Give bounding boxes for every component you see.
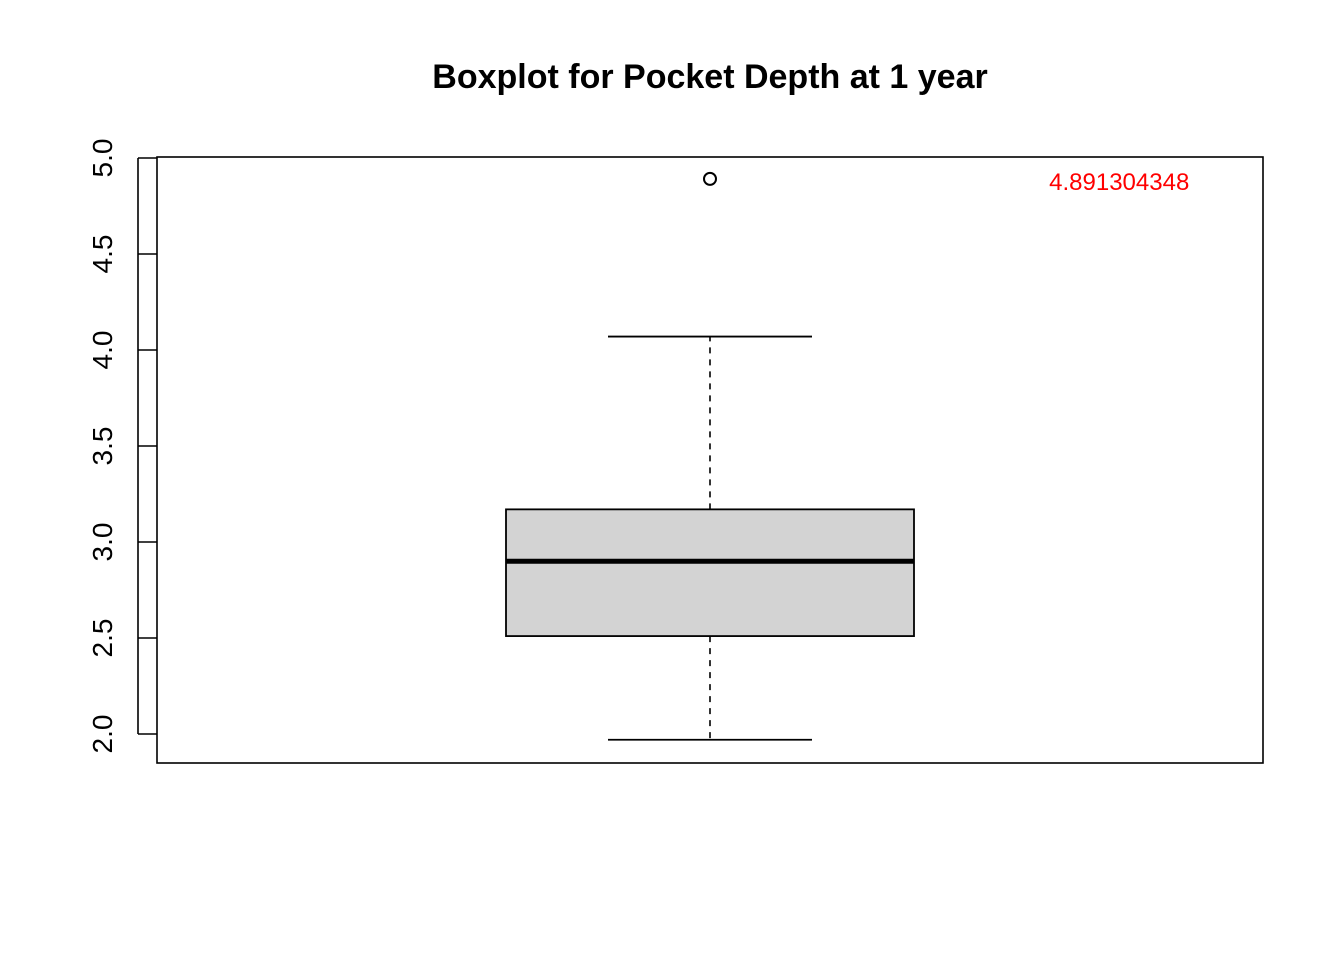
y-tick-label: 2.5 [87,619,118,658]
y-tick-label: 3.0 [87,523,118,562]
y-tick-label: 3.5 [87,427,118,466]
iqr-box [505,508,915,637]
outlier-annotation: 4.891304348 [1049,169,1189,196]
y-tick-label: 5.0 [87,139,118,178]
plot-frame [156,156,1264,764]
y-tick-label: 4.0 [87,331,118,370]
y-tick-label: 4.5 [87,235,118,274]
outlier-point [703,171,717,186]
y-tick-label: 2.0 [87,715,118,754]
chart-title: Boxplot for Pocket Depth at 1 year [432,58,988,96]
